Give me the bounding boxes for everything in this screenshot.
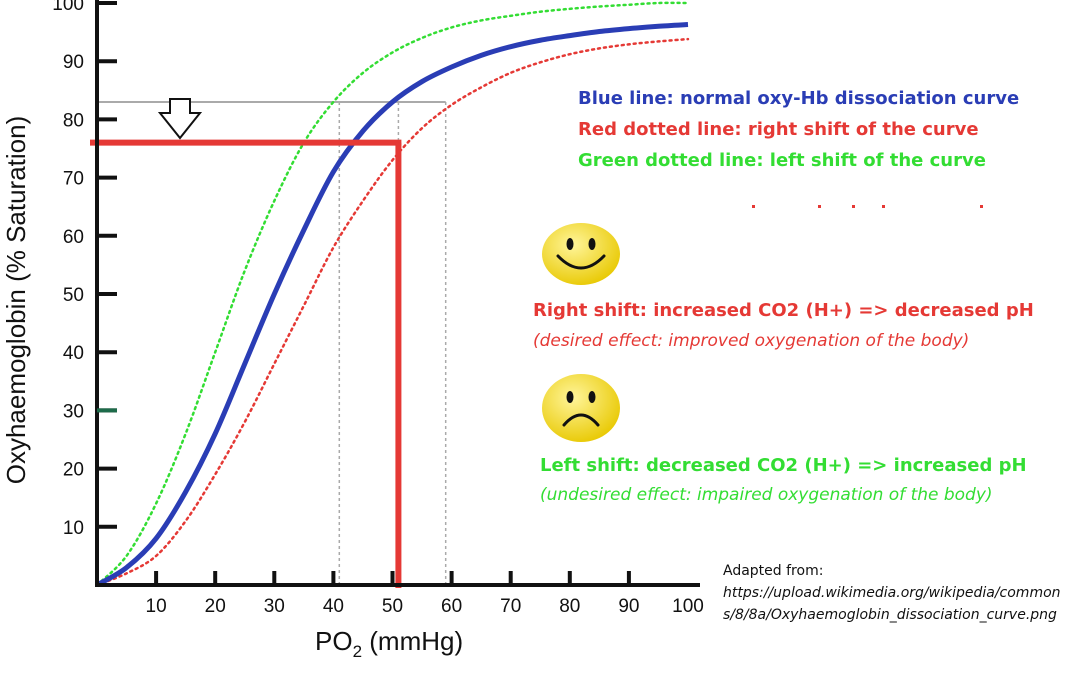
x-tick-label-80: 80: [559, 596, 580, 617]
y-tick-label-10: 10: [63, 518, 84, 539]
left-shift-title: Left shift: decreased CO2 (H+) => increa…: [540, 455, 1027, 476]
y-tick-label-20: 20: [63, 460, 84, 481]
series-line-normal: [95, 22, 689, 588]
series-line-right-shift: [95, 37, 690, 587]
source-label: Adapted from:: [723, 563, 824, 579]
down-arrow-icon: [157, 98, 203, 140]
x-tick-label-10: 10: [146, 596, 167, 617]
y-tick-label-30: 30: [63, 401, 84, 422]
x-tick-label-70: 70: [500, 596, 521, 617]
legend-red: Red dotted line: right shift of the curv…: [578, 119, 979, 140]
legend-blue: Blue line: normal oxy-Hb dissociation cu…: [578, 88, 1020, 109]
decorative-dots: [752, 205, 992, 211]
x-tick-label-40: 40: [323, 596, 344, 617]
x-tick-label-30: 30: [264, 596, 285, 617]
x-tick-label-100: 100: [672, 596, 704, 617]
right-shift-title: Right shift: increased CO2 (H+) => decre…: [533, 300, 1034, 321]
source-attribution: Adapted from: https://upload.wikimedia.o…: [723, 560, 1063, 626]
axis-ticks: 10 20 30 40 50 60 70 80 90 100 10 20 30 40 50 60 70 80 90 1…: [52, 0, 704, 617]
x-tick-label-90: 90: [618, 596, 639, 617]
x-axis-title-main: PO: [315, 626, 353, 656]
right-shift-note: (desired effect: improved oxygenation of…: [533, 331, 970, 351]
smiley-face-icon: [542, 223, 620, 285]
sad-face-icon: [542, 374, 620, 442]
legend-green: Green dotted line: left shift of the cur…: [578, 150, 986, 171]
left-shift-note: (undesired effect: impaired oxygenation …: [540, 485, 993, 505]
x-axis-title: PO2 (mmHg): [315, 626, 463, 661]
y-tick-label-80: 80: [63, 110, 84, 131]
x-tick-label-20: 20: [205, 596, 226, 617]
red-reference-lines: [90, 139, 402, 588]
source-url[interactable]: https://upload.wikimedia.org/wikipedia/c…: [723, 585, 1061, 623]
y-tick-label-50: 50: [63, 285, 84, 306]
y-tick-label-100: 100: [52, 0, 84, 15]
x-tick-label-50: 50: [382, 596, 403, 617]
y-tick-label-70: 70: [63, 169, 84, 190]
x-axis-title-unit: (mmHg): [362, 626, 463, 656]
y-tick-label-90: 90: [63, 52, 84, 73]
curve-series: [95, 1, 690, 588]
x-tick-label-60: 60: [441, 596, 462, 617]
y-axis-title: Oxyhaemoglobin (% Saturation): [1, 116, 31, 485]
y-tick-label-40: 40: [63, 343, 84, 364]
series-line-left-shift: [95, 1, 690, 587]
x-axis-title-subscript: 2: [353, 642, 362, 661]
grey-reference-lines: [97, 100, 447, 585]
y-tick-label-60: 60: [63, 227, 84, 248]
